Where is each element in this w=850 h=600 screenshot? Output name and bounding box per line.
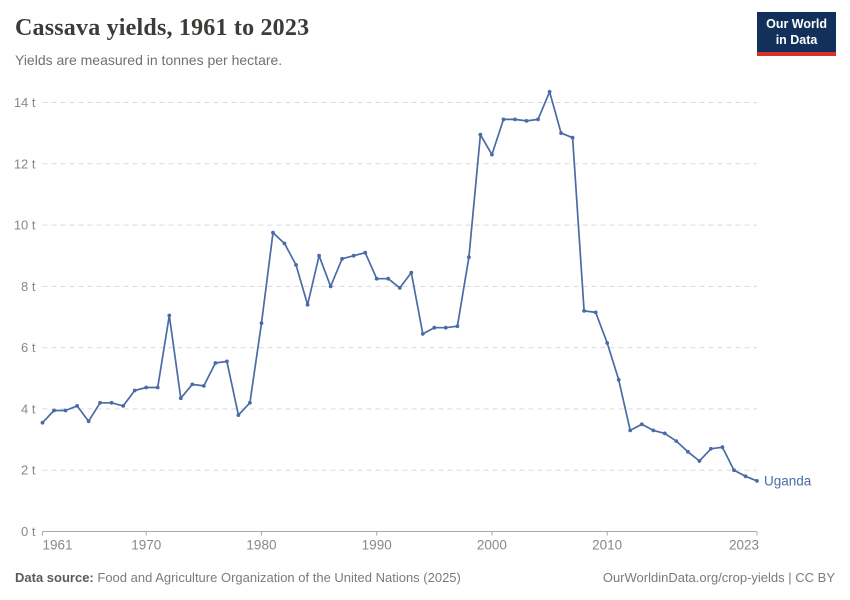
y-axis-tick-label: 6 t bbox=[21, 340, 36, 355]
x-axis: 1961 1970 1980 1990 2000 2010 2023 bbox=[42, 531, 759, 553]
x-axis-tick-label: 1961 bbox=[43, 538, 73, 553]
y-gridlines: 0 t 2 t 4 t 6 t 8 t 10 t 12 t 14 t bbox=[14, 95, 757, 539]
x-axis-tick-label: 1980 bbox=[246, 538, 276, 553]
y-axis-tick-label: 12 t bbox=[14, 156, 36, 171]
x-axis-tick-label: 2000 bbox=[477, 538, 507, 553]
x-axis-tick-label: 1970 bbox=[131, 538, 161, 553]
attribution-note: OurWorldinData.org/crop-yields | CC BY bbox=[602, 570, 835, 585]
y-axis-tick-label: 0 t bbox=[21, 524, 36, 539]
chart-title: Cassava yields, 1961 to 2023 bbox=[15, 15, 310, 41]
data-source-text: Food and Agriculture Organization of the… bbox=[97, 570, 461, 585]
y-axis-tick-label: 2 t bbox=[21, 463, 36, 478]
owid-logo-line2: in Data bbox=[775, 32, 818, 47]
y-axis-tick-label: 10 t bbox=[14, 218, 36, 233]
owid-logo[interactable]: Our World in Data bbox=[757, 12, 836, 57]
y-axis-tick-label: 4 t bbox=[21, 401, 36, 416]
series-label-uganda[interactable]: Uganda bbox=[764, 473, 812, 488]
chart-subtitle: Yields are measured in tonnes per hectar… bbox=[15, 52, 283, 68]
y-axis-tick-label: 14 t bbox=[14, 95, 36, 110]
data-source-label: Data source: bbox=[15, 570, 94, 585]
data-points bbox=[40, 89, 759, 483]
owid-logo-line1: Our World bbox=[766, 17, 827, 31]
data-source-note: Data source: Food and Agriculture Organi… bbox=[15, 570, 461, 585]
y-axis-tick-label: 8 t bbox=[21, 279, 36, 294]
x-axis-tick-label: 2023 bbox=[729, 538, 759, 553]
x-axis-tick-label: 1990 bbox=[362, 538, 392, 553]
x-axis-tick-label: 2010 bbox=[592, 538, 622, 553]
